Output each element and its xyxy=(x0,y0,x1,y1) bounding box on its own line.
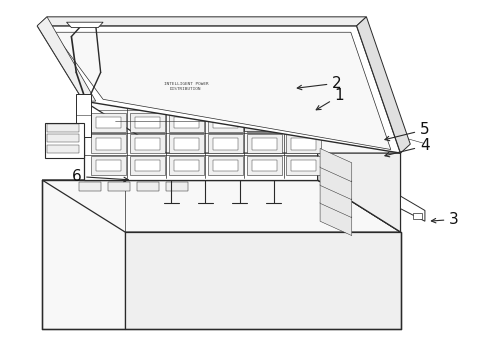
Polygon shape xyxy=(44,123,83,158)
Bar xyxy=(47,124,79,132)
Bar xyxy=(244,105,273,131)
Bar xyxy=(91,134,126,153)
Bar xyxy=(96,117,121,128)
Bar xyxy=(108,182,130,191)
Polygon shape xyxy=(317,101,400,232)
Bar xyxy=(246,134,282,153)
Bar xyxy=(135,159,160,171)
Bar xyxy=(91,113,126,132)
Bar xyxy=(173,138,199,149)
Bar xyxy=(130,156,164,175)
Bar xyxy=(212,159,238,171)
Bar xyxy=(251,159,277,171)
Bar xyxy=(207,156,243,175)
Bar xyxy=(96,159,121,171)
Polygon shape xyxy=(37,17,366,26)
Bar xyxy=(173,159,199,171)
Bar xyxy=(96,138,121,149)
Polygon shape xyxy=(320,166,351,200)
Polygon shape xyxy=(42,180,400,232)
Text: 1: 1 xyxy=(316,88,344,110)
Bar xyxy=(91,156,126,175)
Polygon shape xyxy=(37,26,400,153)
Text: 4: 4 xyxy=(384,139,429,157)
Bar xyxy=(173,117,199,128)
Polygon shape xyxy=(320,184,351,218)
Bar xyxy=(412,213,421,220)
Bar xyxy=(290,159,316,171)
Polygon shape xyxy=(76,94,91,137)
Bar xyxy=(212,117,238,128)
Polygon shape xyxy=(37,17,96,101)
Bar xyxy=(283,105,312,131)
Bar xyxy=(135,138,160,149)
Bar xyxy=(168,113,203,132)
Polygon shape xyxy=(320,202,351,235)
Text: 6: 6 xyxy=(71,169,128,184)
Bar xyxy=(168,134,203,153)
Bar xyxy=(251,138,277,149)
Bar xyxy=(251,117,277,128)
Polygon shape xyxy=(66,22,103,28)
Bar xyxy=(79,182,101,191)
Bar xyxy=(135,117,160,128)
Bar xyxy=(290,138,316,149)
Bar xyxy=(285,156,321,175)
Bar xyxy=(137,182,159,191)
Bar xyxy=(166,182,188,191)
Polygon shape xyxy=(42,180,125,329)
Bar xyxy=(207,113,243,132)
Text: 2: 2 xyxy=(297,76,341,91)
Polygon shape xyxy=(53,32,390,149)
Polygon shape xyxy=(400,196,424,221)
Polygon shape xyxy=(83,101,400,153)
Bar xyxy=(207,134,243,153)
Polygon shape xyxy=(83,101,317,180)
Text: 5: 5 xyxy=(384,122,429,141)
Bar xyxy=(168,156,203,175)
Bar xyxy=(130,134,164,153)
Polygon shape xyxy=(125,232,400,329)
Text: INTELLIGENT POWER
DISTRIBUTION: INTELLIGENT POWER DISTRIBUTION xyxy=(163,82,208,91)
Bar xyxy=(47,134,79,142)
Bar xyxy=(290,117,316,128)
Bar xyxy=(246,113,282,132)
Polygon shape xyxy=(356,17,409,153)
Bar xyxy=(130,113,164,132)
Bar xyxy=(246,156,282,175)
Bar xyxy=(285,134,321,153)
Polygon shape xyxy=(320,148,351,182)
Bar xyxy=(47,145,79,153)
Bar xyxy=(285,113,321,132)
Bar xyxy=(212,138,238,149)
Text: 3: 3 xyxy=(430,212,458,227)
